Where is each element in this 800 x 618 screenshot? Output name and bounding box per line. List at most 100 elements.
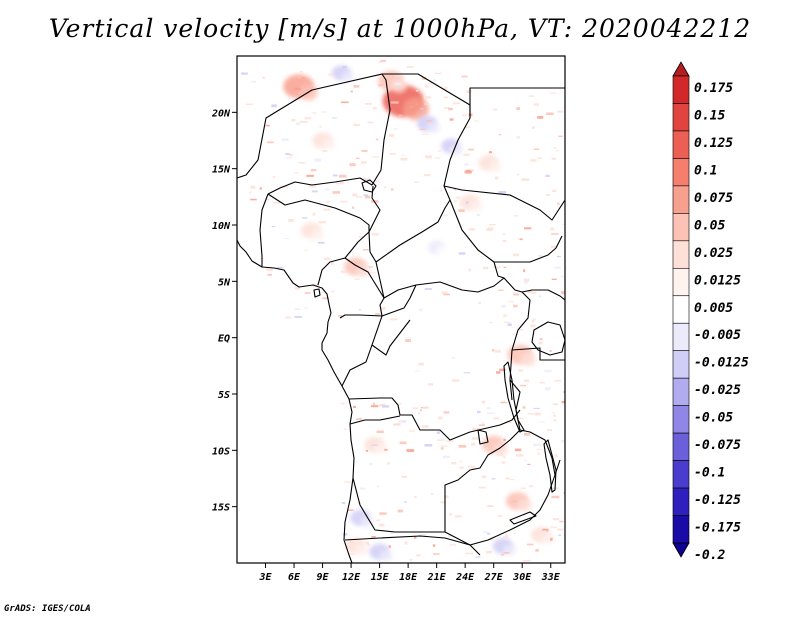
field-speckle bbox=[552, 412, 556, 414]
field-speckle bbox=[342, 65, 347, 69]
field-speckle bbox=[266, 268, 273, 271]
colorbar-label: 0.15 bbox=[694, 108, 725, 123]
field-speckle bbox=[502, 240, 507, 242]
x-tick-label: 30E bbox=[512, 572, 532, 583]
field-speckle bbox=[516, 107, 520, 111]
field-speckle bbox=[437, 439, 442, 441]
field-speckle bbox=[394, 75, 403, 77]
field-speckle bbox=[474, 120, 480, 122]
x-tick-label: 18E bbox=[399, 572, 418, 583]
colorbar-label: 0.0125 bbox=[694, 273, 741, 288]
field-speckle bbox=[462, 114, 467, 117]
field-speckle bbox=[556, 255, 561, 258]
field-speckle bbox=[560, 275, 565, 277]
west-coastline bbox=[237, 239, 355, 563]
field-speckle bbox=[530, 324, 536, 328]
field-speckle bbox=[295, 122, 300, 126]
field-speckle bbox=[518, 329, 524, 331]
field-speckle bbox=[413, 536, 417, 539]
field-speckle bbox=[545, 174, 550, 177]
colorbar-label: -0.125 bbox=[694, 493, 741, 508]
field-speckle bbox=[241, 72, 248, 75]
field-speckle bbox=[400, 157, 408, 161]
plot-frame bbox=[236, 55, 566, 564]
field-speckle bbox=[365, 449, 368, 452]
field-speckle bbox=[505, 533, 508, 537]
colorbar-segment bbox=[672, 267, 690, 297]
field-speckle bbox=[495, 539, 501, 541]
field-speckle bbox=[341, 502, 346, 504]
field-speckle bbox=[300, 71, 303, 73]
field-speckle bbox=[489, 224, 496, 226]
field-speckle bbox=[378, 84, 384, 87]
colorbar-segment bbox=[672, 487, 690, 516]
field-speckle bbox=[449, 147, 452, 151]
field-speckle bbox=[513, 533, 516, 535]
field-speckle bbox=[486, 412, 494, 415]
field-speckle bbox=[420, 108, 424, 110]
field-speckle bbox=[443, 495, 449, 499]
field-speckle bbox=[422, 406, 429, 409]
field-speckle bbox=[541, 535, 545, 537]
field-speckle bbox=[376, 180, 379, 182]
field-speckle bbox=[306, 174, 314, 177]
field-speckle bbox=[409, 430, 415, 432]
field-speckle bbox=[509, 479, 515, 481]
field-speckle bbox=[487, 505, 494, 507]
field-speckle bbox=[418, 412, 421, 415]
field-speckle bbox=[397, 509, 404, 513]
field-speckle bbox=[449, 513, 452, 516]
field-speckle bbox=[251, 80, 257, 83]
lake-victoria bbox=[531, 321, 565, 356]
field-speckle bbox=[406, 66, 414, 68]
field-speckle bbox=[267, 141, 274, 144]
colorbar-label: -0.1 bbox=[694, 466, 725, 481]
field-speckle bbox=[380, 60, 387, 62]
field-speckle bbox=[328, 73, 334, 76]
field-speckle bbox=[513, 293, 520, 296]
field-speckle bbox=[401, 475, 408, 478]
field-speckle bbox=[455, 515, 462, 518]
field-speckle bbox=[478, 486, 486, 489]
lake-mweru bbox=[477, 429, 489, 445]
field-speckle bbox=[538, 295, 542, 298]
field-speckle bbox=[390, 101, 399, 104]
field-speckle bbox=[298, 162, 306, 164]
field-speckle bbox=[471, 437, 480, 440]
field-speckle bbox=[436, 431, 440, 434]
field-speckle bbox=[466, 201, 469, 204]
x-tick-label: 6E bbox=[288, 572, 301, 583]
field-speckle bbox=[381, 405, 390, 408]
field-speckle bbox=[518, 369, 524, 372]
colorbar-segment bbox=[672, 185, 690, 214]
field-speckle bbox=[513, 292, 518, 294]
field-speckle bbox=[422, 425, 429, 428]
field-speckle bbox=[246, 103, 254, 105]
colorbar-label: -0.05 bbox=[694, 411, 733, 426]
field-speckle bbox=[471, 442, 476, 446]
field-speckle bbox=[527, 463, 531, 465]
colorbar-label: -0.175 bbox=[694, 521, 741, 536]
field-speckle bbox=[423, 96, 431, 99]
field-speckle bbox=[459, 466, 464, 469]
field-speckle bbox=[533, 443, 541, 447]
colorbar-segment bbox=[672, 460, 690, 489]
field-speckle bbox=[522, 406, 526, 409]
field-speckle bbox=[421, 133, 429, 135]
field-speckle bbox=[424, 444, 433, 447]
field-speckle bbox=[522, 560, 531, 562]
field-speckle bbox=[363, 194, 368, 197]
field-speckle bbox=[516, 135, 521, 139]
x-tick-label: 9E bbox=[317, 572, 330, 583]
field-speckle bbox=[343, 428, 348, 430]
field-speckle bbox=[553, 414, 556, 417]
field-speckle bbox=[358, 236, 364, 238]
field-speckle bbox=[371, 536, 376, 538]
field-speckle bbox=[353, 405, 356, 408]
south-sudan-border bbox=[521, 289, 565, 301]
field-speckle bbox=[321, 111, 326, 113]
field-speckle bbox=[500, 402, 507, 404]
field-speckle bbox=[267, 274, 272, 276]
field-speckle bbox=[418, 534, 427, 537]
